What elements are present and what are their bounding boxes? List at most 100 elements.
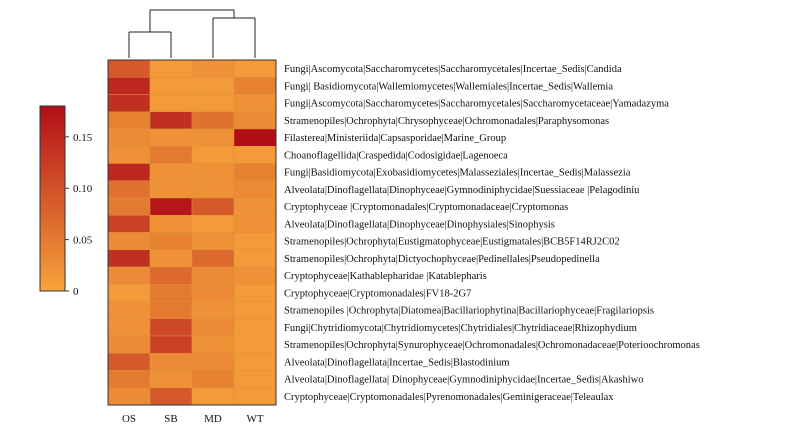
heatmap-cell: [149, 284, 193, 302]
heatmap-cell: [149, 335, 193, 354]
heatmap-cell: [149, 180, 193, 199]
heatmap-cell: [149, 318, 193, 337]
heatmap-cell: [149, 111, 193, 130]
heatmap-cell: [191, 59, 235, 78]
row-label: Alveolata|Dinoflagellata| Dinophyceae|Gy…: [284, 375, 644, 386]
heatmap-cell: [149, 353, 193, 371]
heatmap-cell: [149, 249, 193, 268]
heatmap-cell: [233, 215, 277, 233]
heatmap-cell: [107, 387, 151, 406]
row-labels: Fungi|Ascomycota|Saccharomycetes|Sacchar…: [284, 64, 700, 403]
heatmap-border: [107, 59, 277, 406]
heatmap-cell: [107, 94, 151, 112]
heatmap-cell: [107, 197, 151, 216]
heatmap-cell: [233, 353, 277, 371]
heatmap-cell: [149, 215, 193, 233]
heatmap-cell: [191, 266, 235, 285]
row-label: Cryptophyceae|Kathablepharidae |Katablep…: [284, 271, 487, 282]
heatmap-cell: [233, 249, 277, 268]
color-legend-tick-label: 0: [73, 286, 79, 298]
heatmap-cell: [191, 163, 235, 181]
heatmap-cell: [233, 59, 277, 78]
heatmap-cell: [107, 335, 151, 354]
heatmap-cell: [191, 335, 235, 354]
heatmap-cell: [107, 111, 151, 130]
heatmap-cell: [191, 197, 235, 216]
heatmap-cell: [107, 215, 151, 233]
row-label: Cryptophyceae|Cryptomonadales|FV18-2G7: [284, 288, 471, 299]
heatmap-cell: [107, 128, 151, 147]
heatmap-cell: [107, 266, 151, 285]
heatmap-cell: [233, 180, 277, 199]
heatmap-cell: [191, 94, 235, 112]
row-label: Stramenopiles |Ochrophyta|Diatomea|Bacil…: [284, 306, 654, 317]
row-label: Fungi|Ascomycota|Saccharomycetes|Sacchar…: [284, 64, 622, 75]
heatmap-cell: [191, 146, 235, 164]
heatmap-cell: [149, 232, 193, 250]
column-label: OS: [122, 413, 136, 425]
heatmap-cell: [233, 111, 277, 130]
row-label: Stramenopiles|Ochrophyta|Eustigmatophyce…: [284, 237, 620, 248]
column-labels: OS SB MD WT: [122, 413, 264, 425]
row-label: Stramenopiles|Ochrophyta|Dictyochophycea…: [284, 254, 600, 265]
color-legend-tick-label: 0.05: [73, 235, 93, 247]
heatmap-cell: [233, 197, 277, 216]
heatmap-cell: [149, 94, 193, 112]
heatmap-cell: [149, 370, 193, 388]
heatmap-cell: [107, 163, 151, 181]
row-label: Alveolata|Dinoflagellata|Dinophyceae|Gym…: [284, 185, 640, 196]
row-label: Filasterea|Ministeriida|Capsasporidae|Ma…: [284, 133, 506, 144]
heatmap-cell: [149, 146, 193, 164]
heatmap-cell: [233, 94, 277, 112]
row-label: Alveolata|Dinoflagellata|Dinophyceae|Din…: [284, 219, 555, 230]
heatmap-cell: [107, 146, 151, 164]
heatmap-cell: [107, 301, 151, 319]
heatmap-cells: [107, 59, 277, 406]
row-label: Fungi|Basidiomycota|Exobasidiomycetes|Ma…: [284, 168, 631, 179]
row-label: Cryptophyceae|Cryptomonadales|Pyrenomona…: [284, 392, 614, 403]
heatmap-cell: [149, 387, 193, 406]
heatmap-cell: [107, 353, 151, 371]
column-label: WT: [246, 413, 263, 425]
heatmap-cell: [233, 301, 277, 319]
heatmap-cell: [149, 128, 193, 147]
row-label: Cryptophyceae |Cryptomonadales|Cryptomon…: [284, 202, 568, 213]
heatmap-cell: [233, 146, 277, 164]
heatmap-cell: [233, 284, 277, 302]
heatmap-cell: [191, 180, 235, 199]
column-label: MD: [204, 413, 222, 425]
heatmap-cell: [107, 318, 151, 337]
heatmap-cell: [233, 232, 277, 250]
heatmap-cell: [233, 266, 277, 285]
color-legend: 0 0.05 0.10 0.15: [39, 105, 93, 298]
heatmap-cell: [191, 370, 235, 388]
heatmap-cell: [191, 215, 235, 233]
row-label: Alveolata|Dinoflagellata|Incertae_Sedis|…: [284, 357, 510, 368]
heatmap-cell: [107, 77, 151, 95]
heatmap-cell: [233, 318, 277, 337]
row-label: Stramenopiles|Ochrophyta|Chrysophyceae|O…: [284, 116, 609, 127]
heatmap-cell: [233, 387, 277, 406]
heatmap-cell: [149, 197, 193, 216]
heatmap-cell: [191, 249, 235, 268]
heatmap-cell: [107, 180, 151, 199]
heatmap-cell: [191, 318, 235, 337]
color-legend-bar: [39, 105, 66, 292]
heatmap-cell: [107, 232, 151, 250]
row-label: Fungi|Chytridiomycota|Chytridiomycetes|C…: [284, 323, 637, 334]
heatmap-cell: [233, 370, 277, 388]
heatmap-cell: [107, 284, 151, 302]
row-label: Fungi| Basidiomycota|Wallemiomycetes|Wal…: [284, 81, 613, 92]
heatmap-cell: [233, 163, 277, 181]
heatmap-cell: [191, 284, 235, 302]
heatmap-cell: [149, 77, 193, 95]
color-legend-tick-label: 0.15: [73, 132, 93, 144]
heatmap-cell: [191, 128, 235, 147]
heatmap-cell: [191, 111, 235, 130]
row-label: Choanoflagellida|Craspedida|Codosigidae|…: [284, 150, 508, 161]
heatmap-cell: [149, 301, 193, 319]
heatmap-cell: [233, 77, 277, 95]
heatmap-cell: [191, 77, 235, 95]
heatmap-cell: [233, 335, 277, 354]
